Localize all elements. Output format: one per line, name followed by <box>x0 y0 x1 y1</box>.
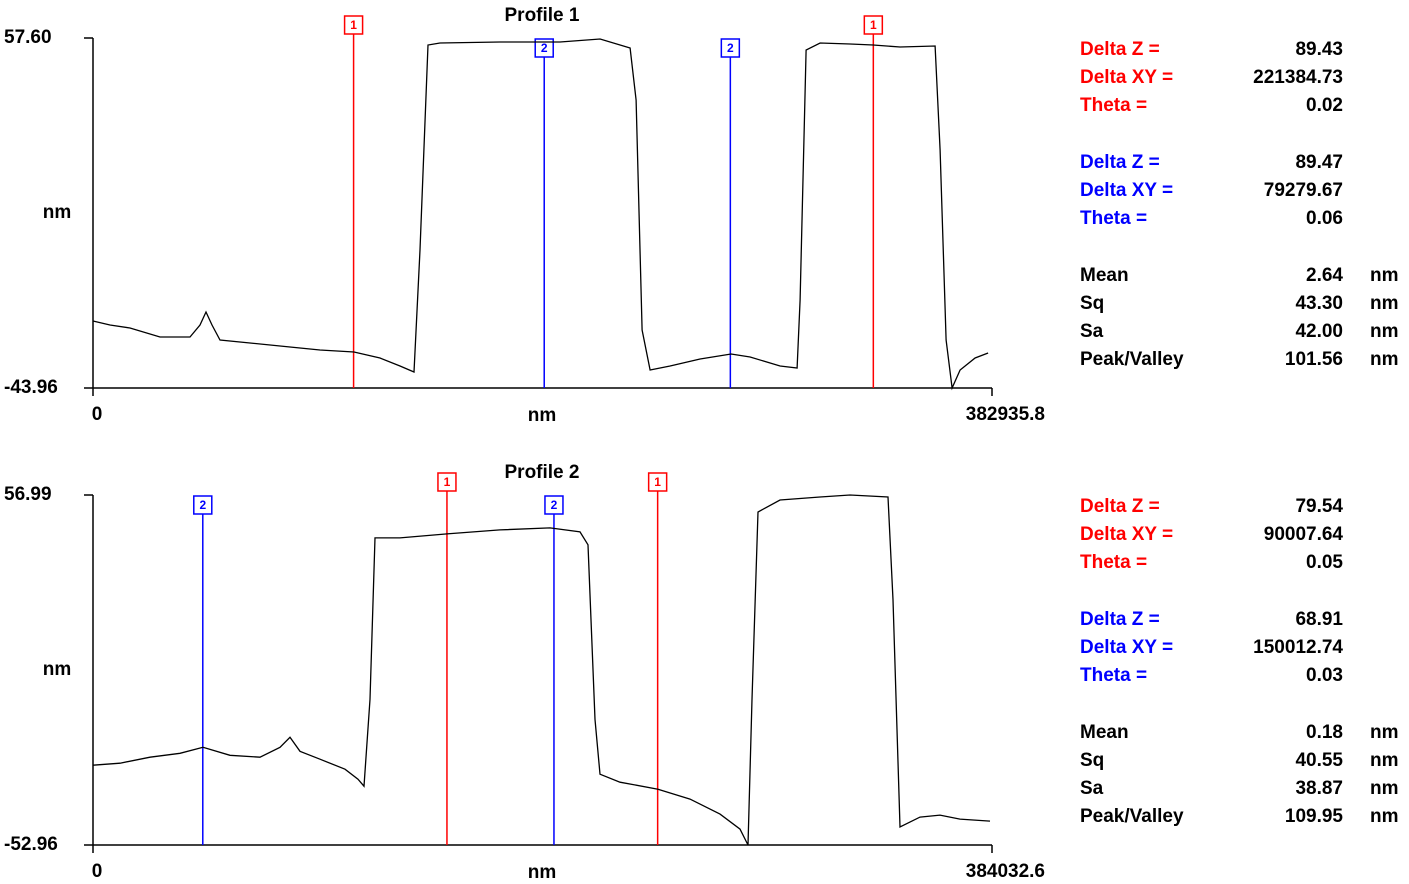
chart-title: Profile 1 <box>505 5 580 26</box>
stat-label: Delta Z = <box>1080 152 1160 173</box>
y-tick-label: 57.60 <box>4 27 52 48</box>
stat-label: Theta = <box>1080 95 1147 116</box>
stat-value: 221384.73 <box>1253 67 1343 88</box>
stat-label: Mean <box>1080 722 1129 743</box>
cursor-box <box>437 472 457 492</box>
stat-value: 0.06 <box>1306 208 1343 229</box>
stat-label: Sa <box>1080 778 1104 799</box>
stat-label: Sa <box>1080 321 1104 342</box>
stat-value: 90007.64 <box>1264 524 1344 545</box>
cursor-label: 2 <box>551 498 558 512</box>
cursor-box <box>343 15 364 35</box>
stat-unit: nm <box>1370 293 1399 314</box>
stat-unit: nm <box>1370 806 1399 827</box>
y-tick-label: -43.96 <box>4 377 58 398</box>
stat-label: Sq <box>1080 293 1104 314</box>
x-tick-label: 384032.6 <box>966 861 1045 882</box>
x-tick-label: 0 <box>92 404 103 425</box>
stat-value: 40.55 <box>1295 750 1343 771</box>
cursor-label: 2 <box>199 498 206 512</box>
stat-value: 89.47 <box>1295 152 1343 173</box>
stat-value: 42.00 <box>1295 321 1343 342</box>
stat-label: Sq <box>1080 750 1104 771</box>
stat-label: Theta = <box>1080 552 1147 573</box>
stat-unit: nm <box>1370 722 1399 743</box>
x-axis-label: nm <box>528 862 557 883</box>
cursor-box <box>544 495 564 515</box>
stat-unit: nm <box>1370 778 1399 799</box>
cursor-box <box>863 15 884 35</box>
y-tick-label: 56.99 <box>4 484 52 505</box>
stat-value: 79.54 <box>1295 496 1343 517</box>
stat-label: Peak/Valley <box>1080 349 1184 370</box>
cursor-label: 1 <box>444 475 451 489</box>
chart-title: Profile 2 <box>505 462 580 483</box>
y-axis-label: nm <box>43 659 72 680</box>
cursor-label: 1 <box>350 18 357 32</box>
stat-value: 43.30 <box>1295 293 1343 314</box>
stat-value: 79279.67 <box>1264 180 1343 201</box>
cursor-label: 2 <box>541 41 548 55</box>
stat-label: Delta XY = <box>1080 637 1173 658</box>
profile-line <box>92 494 991 846</box>
stat-label: Delta Z = <box>1080 496 1160 517</box>
stat-value: 0.18 <box>1306 722 1343 743</box>
stat-label: Theta = <box>1080 208 1147 229</box>
stat-label: Delta Z = <box>1080 609 1160 630</box>
stat-label: Mean <box>1080 265 1129 286</box>
stat-value: 0.05 <box>1306 552 1343 573</box>
stat-value: 150012.74 <box>1253 637 1343 658</box>
y-axis-label: nm <box>43 202 72 223</box>
cursor-box <box>534 38 554 58</box>
x-tick-label: 0 <box>92 861 103 882</box>
stat-unit: nm <box>1370 750 1399 771</box>
stat-value: 68.91 <box>1295 609 1343 630</box>
stat-label: Peak/Valley <box>1080 806 1184 827</box>
stat-unit: nm <box>1370 321 1399 342</box>
cursor-box <box>720 38 741 58</box>
cursor-label: 1 <box>654 475 661 489</box>
stat-label: Delta XY = <box>1080 67 1173 88</box>
stat-value: 2.64 <box>1306 265 1343 286</box>
stat-value: 38.87 <box>1295 778 1343 799</box>
x-tick-label: 382935.8 <box>966 404 1045 425</box>
stat-label: Delta XY = <box>1080 524 1173 545</box>
stat-value: 0.03 <box>1306 665 1343 686</box>
stat-value: 109.95 <box>1285 806 1344 827</box>
cursor-label: 2 <box>727 41 734 55</box>
cursor-label: 1 <box>870 18 877 32</box>
x-axis-label: nm <box>528 405 557 426</box>
stat-value: 0.02 <box>1306 95 1343 116</box>
cursor-box <box>193 495 213 515</box>
stat-unit: nm <box>1370 349 1399 370</box>
stat-value: 89.43 <box>1295 39 1343 60</box>
profile-line <box>92 38 989 391</box>
stat-value: 101.56 <box>1285 349 1343 370</box>
stat-unit: nm <box>1370 265 1399 286</box>
stat-label: Delta Z = <box>1080 39 1160 60</box>
cursor-box <box>647 472 668 492</box>
stat-label: Delta XY = <box>1080 180 1173 201</box>
y-tick-label: -52.96 <box>4 834 58 855</box>
stat-label: Theta = <box>1080 665 1147 686</box>
